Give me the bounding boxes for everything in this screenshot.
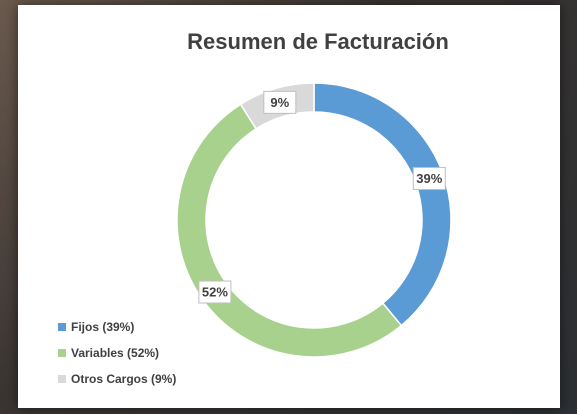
data-label: 9% <box>270 95 289 110</box>
data-label: 39% <box>416 171 442 186</box>
chart-title: Resumen de Facturación <box>187 29 449 54</box>
pie-slice <box>313 82 452 327</box>
legend-label: Fijos (39%) <box>71 320 134 334</box>
data-label-box <box>263 90 297 114</box>
legend-label: Variables (52%) <box>71 346 159 360</box>
legend-swatch <box>58 323 66 331</box>
legend-swatch <box>58 349 66 357</box>
data-label-box <box>412 167 446 191</box>
pie-slice <box>176 103 403 358</box>
legend-label: Otros Cargos (9%) <box>71 372 176 386</box>
legend-swatch <box>58 375 66 383</box>
data-label-box <box>198 280 232 304</box>
data-label: 52% <box>202 284 228 299</box>
